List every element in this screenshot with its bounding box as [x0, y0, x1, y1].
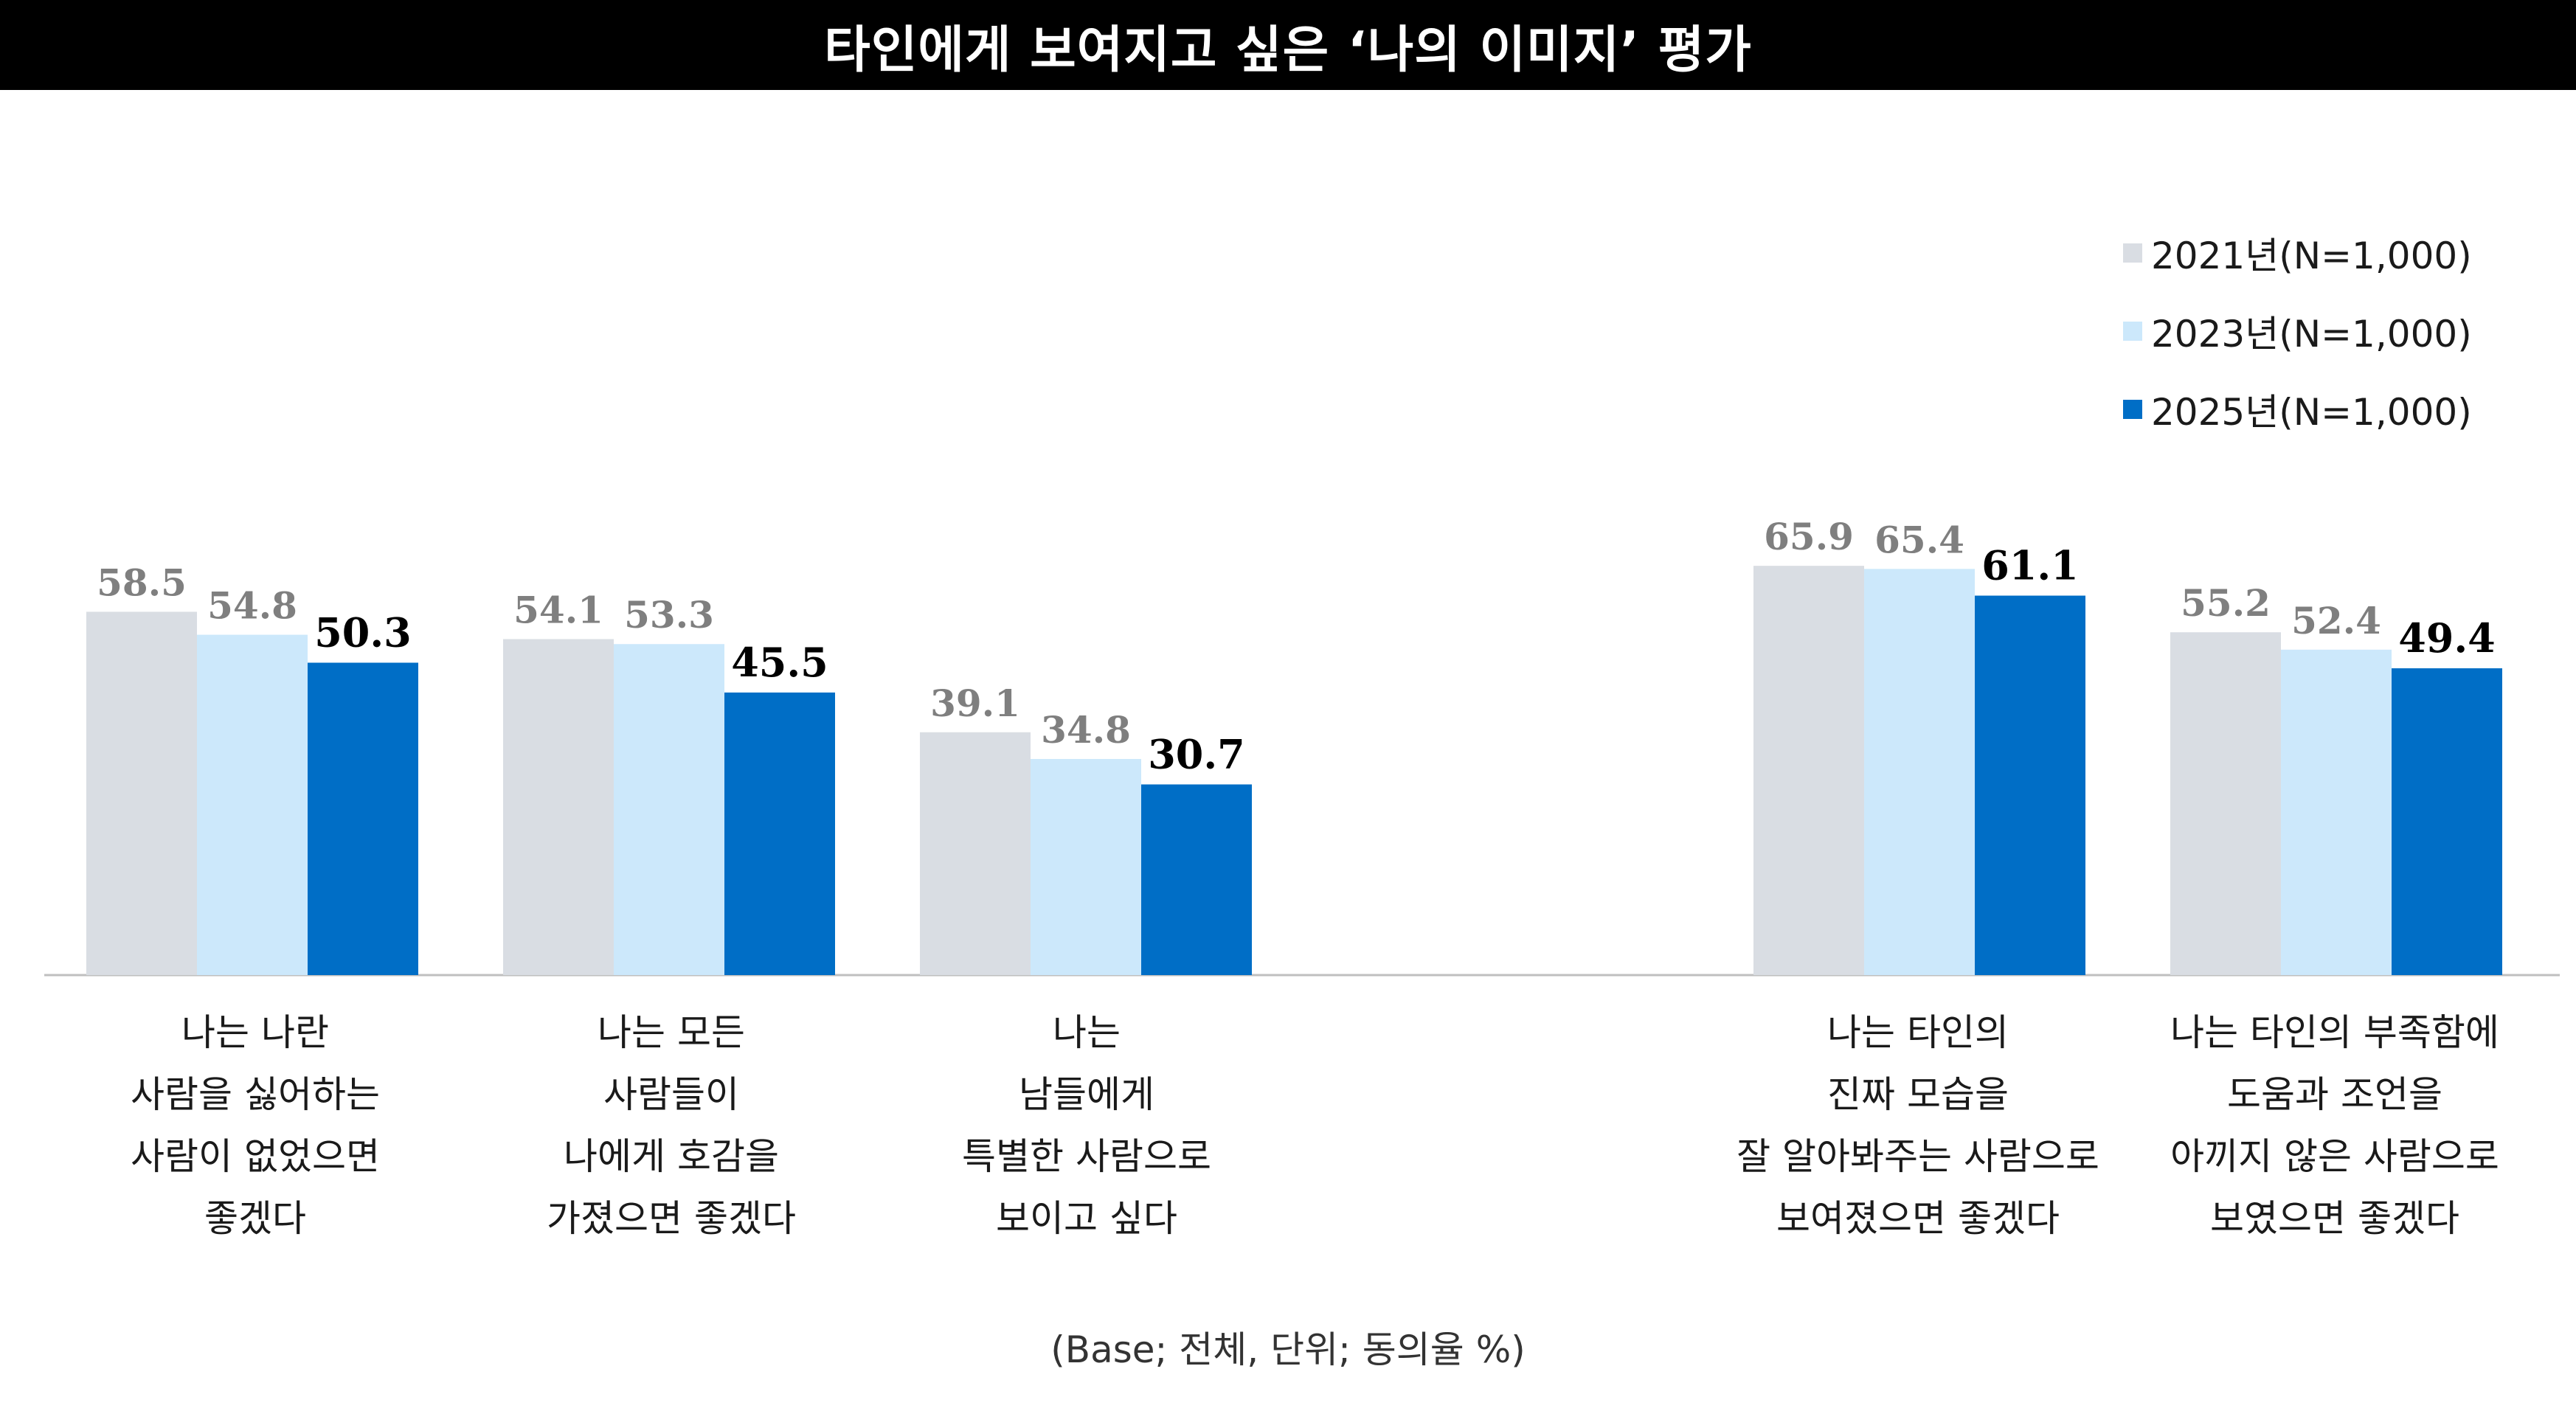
footnote: (Base; 전체, 단위; 동의율 %) — [1050, 1328, 1526, 1371]
data-label-2025-cat1: 50.3 — [314, 609, 412, 656]
category-label-5: 나는 타인의 부족함에 도움과 조언을 아끼지 않은 사람으로 보였으면 좋겠다 — [2170, 1011, 2499, 1240]
legend-label-2023: 2023년(N=1,000) — [2151, 313, 2472, 356]
legend-item-2023: 2023년(N=1,000) — [2123, 292, 2472, 370]
bar-2021-cat4 — [1753, 566, 1864, 975]
legend-label-2025: 2025년(N=1,000) — [2151, 391, 2472, 434]
bar-2025-cat3 — [1141, 784, 1252, 975]
data-label-2021-cat2: 54.1 — [513, 588, 603, 631]
legend-swatch-2025 — [2123, 400, 2142, 419]
legend-swatch-2021 — [2123, 243, 2142, 263]
category-label-1: 나는 나란 사람을 싫어하는 사람이 없었으면 좋겠다 — [131, 1011, 380, 1240]
bar-2025-cat4 — [1975, 595, 2085, 975]
category-label-3: 나는 남들에게 특별한 사람으로 보이고 싶다 — [962, 1011, 1211, 1240]
bar-2025-cat5 — [2392, 668, 2502, 975]
bar-2021-cat3 — [920, 732, 1031, 975]
bar-2023-cat3 — [1031, 758, 1141, 975]
data-label-2023-cat2: 53.3 — [624, 593, 714, 637]
legend-item-2021: 2021년(N=1,000) — [2123, 214, 2472, 292]
data-label-2023-cat1: 54.8 — [207, 584, 297, 628]
data-label-2023-cat4: 65.4 — [1874, 518, 1964, 561]
legend-label-2021: 2021년(N=1,000) — [2151, 235, 2472, 277]
category-label-4: 나는 타인의 진짜 모습을 잘 알아봐주는 사람으로 보여졌으면 좋겠다 — [1737, 1011, 2099, 1240]
chart-title: 타인에게 보여지고 싶은 ‘나의 이미지’ 평가 — [0, 0, 2576, 90]
data-label-2025-cat5: 49.4 — [2398, 614, 2496, 662]
bar-2021-cat5 — [2170, 632, 2281, 975]
bar-2023-cat1 — [197, 634, 308, 975]
data-label-2023-cat3: 34.8 — [1041, 708, 1131, 752]
bar-2021-cat2 — [503, 639, 614, 975]
data-label-2021-cat1: 58.5 — [97, 561, 187, 604]
bar-2025-cat2 — [724, 692, 835, 975]
category-label-2: 나는 모든 사람들이 나에게 호감을 가졌으면 좋겠다 — [547, 1011, 796, 1240]
bar-2023-cat4 — [1864, 569, 1975, 975]
data-label-2025-cat3: 30.7 — [1148, 731, 1245, 778]
bar-2025-cat1 — [308, 662, 418, 975]
legend-swatch-2023 — [2123, 322, 2142, 341]
data-label-2023-cat5: 52.4 — [2291, 599, 2381, 642]
data-label-2025-cat2: 45.5 — [731, 639, 828, 686]
data-label-2021-cat4: 65.9 — [1764, 515, 1854, 558]
legend-item-2025: 2025년(N=1,000) — [2123, 370, 2472, 448]
legend: 2021년(N=1,000) 2023년(N=1,000) 2025년(N=1,… — [2123, 214, 2472, 448]
data-label-2021-cat3: 39.1 — [930, 682, 1020, 725]
bar-2021-cat1 — [86, 611, 197, 975]
data-label-2021-cat5: 55.2 — [2181, 581, 2271, 625]
bar-2023-cat2 — [614, 644, 724, 975]
bar-2023-cat5 — [2281, 649, 2392, 975]
data-label-2025-cat4: 61.1 — [1981, 542, 2079, 589]
